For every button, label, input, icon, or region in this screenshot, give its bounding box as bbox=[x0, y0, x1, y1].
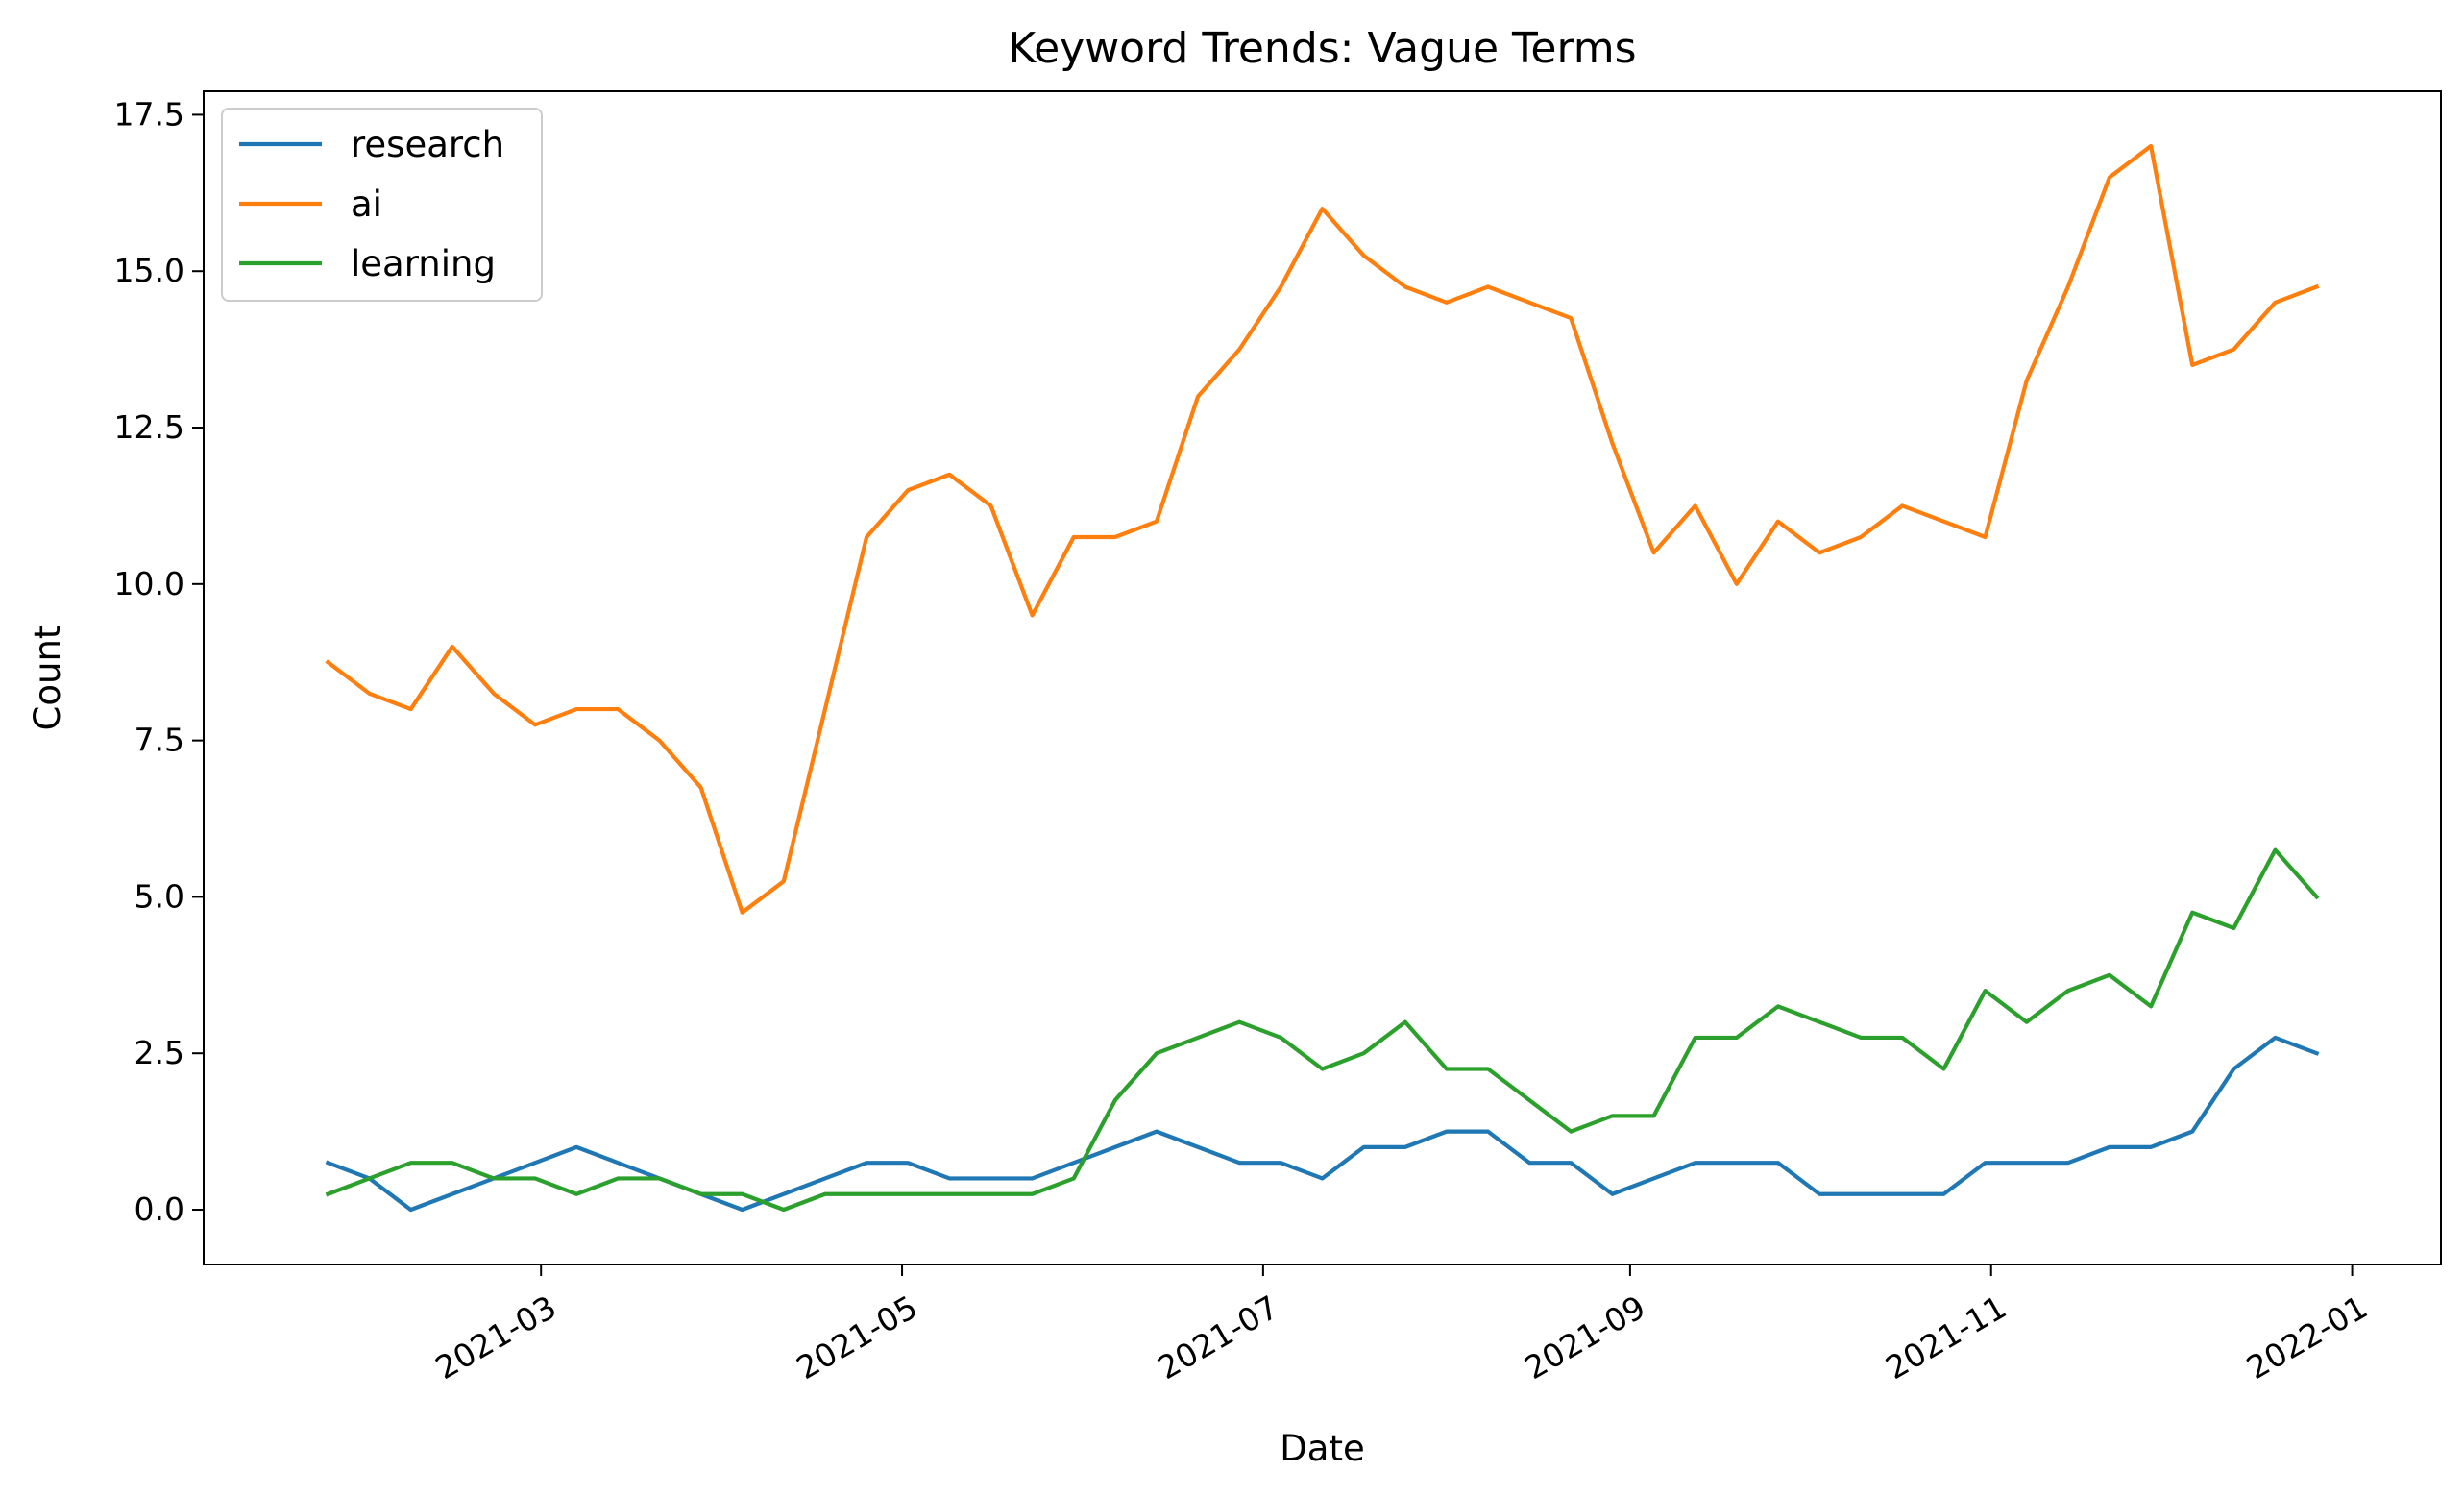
series-line-ai bbox=[325, 143, 2320, 915]
y-tick-label: 5.0 bbox=[134, 877, 184, 915]
y-tick-label: 10.0 bbox=[114, 565, 184, 602]
y-tick-label: 15.0 bbox=[114, 252, 184, 289]
series-line-learning bbox=[325, 847, 2320, 1213]
y-axis-label: Count bbox=[27, 626, 68, 731]
y-tick-label: 7.5 bbox=[134, 722, 184, 759]
legend-label: research bbox=[351, 124, 504, 165]
y-tick-label: 2.5 bbox=[134, 1034, 184, 1071]
legend-label: ai bbox=[351, 184, 382, 225]
legend-label: learning bbox=[351, 243, 496, 284]
y-tick-label: 0.0 bbox=[134, 1190, 184, 1228]
series-layer bbox=[325, 143, 2320, 1213]
legend-frame bbox=[221, 108, 543, 302]
legend: research ai learning bbox=[221, 108, 543, 302]
legend-item-ai: ai bbox=[239, 184, 382, 225]
legend-item-learning: learning bbox=[239, 243, 496, 284]
y-axis-ticks: 0.0 2.5 5.0 7.5 10.0 12.5 15.0 17.5 bbox=[114, 95, 204, 1228]
x-axis-label: Date bbox=[1280, 1428, 1364, 1469]
chart-title: Keyword Trends: Vague Terms bbox=[1008, 24, 1636, 73]
legend-item-research: research bbox=[239, 124, 504, 165]
y-tick-label: 12.5 bbox=[114, 408, 184, 446]
y-tick-label: 17.5 bbox=[114, 95, 184, 133]
